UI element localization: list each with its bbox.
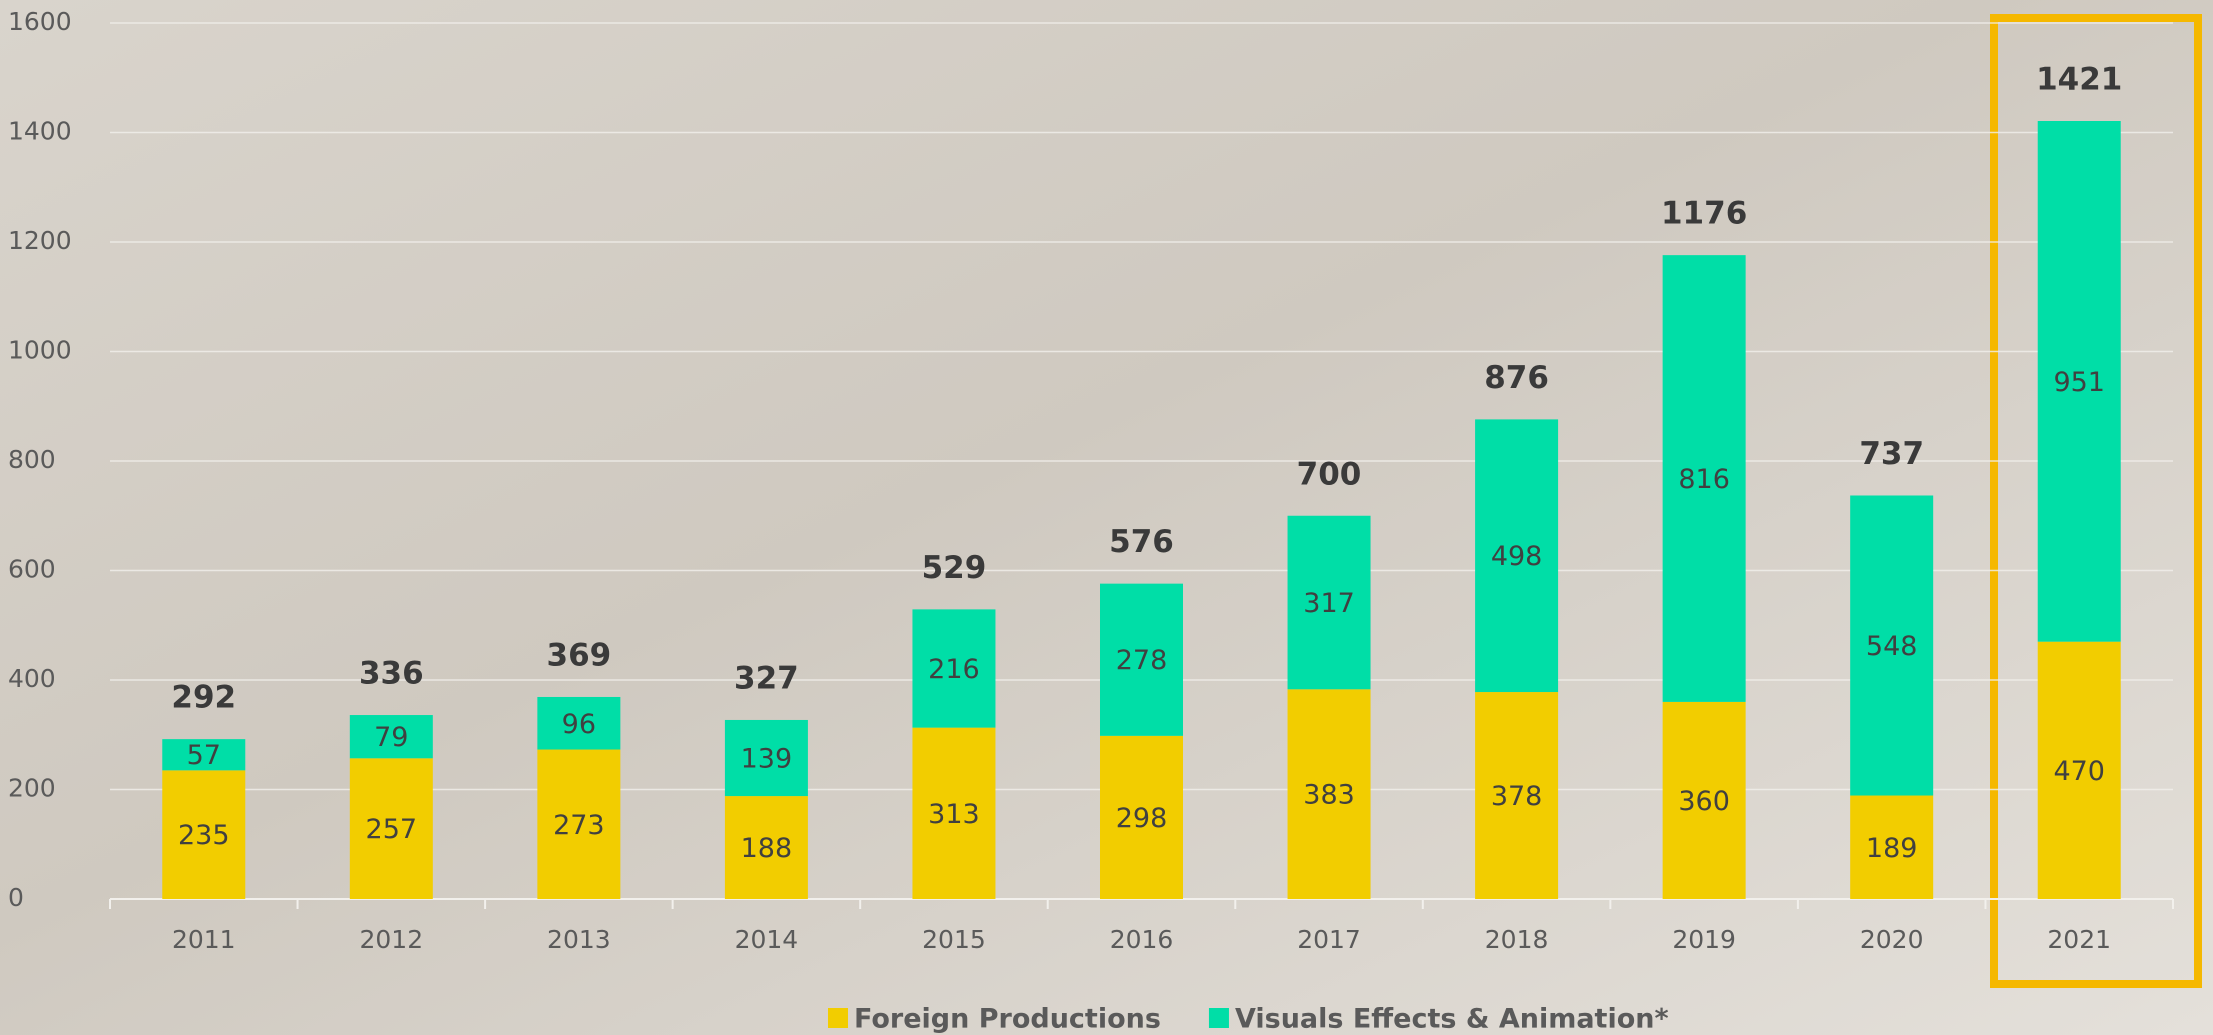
bar-segment bbox=[162, 770, 246, 899]
x-tick-label: 2016 bbox=[1110, 925, 1174, 954]
segment-label: 498 bbox=[1491, 541, 1543, 572]
total-label: 1176 bbox=[1661, 196, 1747, 232]
segment-label: 360 bbox=[1678, 786, 1730, 817]
bar-segment bbox=[162, 739, 246, 771]
bar-segment bbox=[912, 727, 996, 899]
total-label: 327 bbox=[734, 660, 799, 696]
bar-segment bbox=[1100, 583, 1183, 736]
bar-segment bbox=[724, 719, 808, 797]
bar-segment bbox=[1475, 692, 1559, 899]
total-label: 700 bbox=[1297, 456, 1362, 492]
x-tick-label: 2011 bbox=[172, 925, 236, 954]
legend-label: Foreign Productions bbox=[854, 1004, 1161, 1035]
bar-segment bbox=[1850, 495, 1934, 796]
x-tick-label: 2012 bbox=[360, 925, 424, 954]
x-tick-label: 2019 bbox=[1672, 925, 1736, 954]
segment-label: 278 bbox=[1116, 645, 1168, 676]
bar-segment bbox=[349, 758, 433, 899]
segment-label: 548 bbox=[1866, 631, 1918, 662]
legend-label: Visuals Effects & Animation* bbox=[1235, 1004, 1669, 1035]
total-label: 737 bbox=[1859, 436, 1924, 472]
bar-segment bbox=[1287, 689, 1371, 899]
segment-label: 257 bbox=[366, 814, 418, 845]
x-tick-label: 2015 bbox=[922, 925, 986, 954]
y-tick-label: 800 bbox=[8, 445, 56, 474]
segment-label: 139 bbox=[741, 744, 793, 775]
bar-segment bbox=[349, 715, 433, 759]
y-tick-label: 200 bbox=[8, 774, 56, 803]
total-label: 529 bbox=[922, 550, 987, 586]
bar-segment bbox=[1100, 735, 1183, 899]
x-tick-label: 2014 bbox=[735, 925, 799, 954]
segment-label: 317 bbox=[1303, 588, 1355, 619]
total-label: 336 bbox=[359, 656, 424, 692]
segment-label: 216 bbox=[928, 654, 980, 685]
bar-segment bbox=[1287, 515, 1371, 690]
y-tick-label: 1400 bbox=[8, 117, 72, 146]
y-tick-label: 1000 bbox=[8, 336, 72, 365]
segment-label: 57 bbox=[187, 740, 221, 771]
segment-label: 188 bbox=[741, 833, 793, 864]
bar-segment bbox=[1850, 795, 1934, 899]
bar-segment bbox=[2037, 641, 2121, 899]
bar-segment bbox=[1475, 419, 1559, 693]
x-tick-label: 2021 bbox=[2047, 925, 2111, 954]
segment-label: 470 bbox=[2053, 756, 2105, 787]
segment-label: 816 bbox=[1678, 464, 1730, 495]
y-tick-label: 0 bbox=[8, 883, 24, 912]
bar-segment bbox=[2037, 121, 2121, 642]
segment-label: 235 bbox=[178, 820, 230, 851]
x-tick-label: 2018 bbox=[1485, 925, 1549, 954]
bar-segment bbox=[1662, 701, 1746, 899]
segment-label: 383 bbox=[1303, 780, 1355, 811]
segment-label: 96 bbox=[562, 709, 596, 740]
y-tick-label: 1600 bbox=[8, 7, 72, 36]
total-label: 876 bbox=[1484, 360, 1549, 396]
bar-segment bbox=[537, 696, 621, 750]
total-label: 1421 bbox=[2036, 62, 2122, 98]
y-tick-label: 1200 bbox=[8, 226, 72, 255]
bar-segment bbox=[537, 749, 621, 899]
segment-label: 79 bbox=[374, 722, 408, 753]
y-tick-label: 600 bbox=[8, 555, 56, 584]
segment-label: 951 bbox=[2053, 367, 2105, 398]
segment-label: 298 bbox=[1116, 803, 1168, 834]
segment-label: 273 bbox=[553, 810, 605, 841]
total-label: 576 bbox=[1109, 524, 1174, 560]
segment-label: 378 bbox=[1491, 781, 1543, 812]
legend-swatch bbox=[828, 1008, 848, 1028]
total-label: 369 bbox=[547, 637, 612, 673]
x-tick-label: 2013 bbox=[547, 925, 611, 954]
y-tick-label: 400 bbox=[8, 664, 56, 693]
bar-segment bbox=[912, 609, 996, 728]
segment-label: 189 bbox=[1866, 833, 1918, 864]
bar-segment bbox=[1662, 255, 1746, 702]
x-tick-label: 2017 bbox=[1297, 925, 1361, 954]
x-tick-label: 2020 bbox=[1860, 925, 1924, 954]
segment-label: 313 bbox=[928, 799, 980, 830]
bar-segment bbox=[724, 796, 808, 899]
legend-swatch bbox=[1208, 1008, 1229, 1028]
total-label: 292 bbox=[171, 680, 236, 716]
highlight-box bbox=[1990, 14, 2202, 988]
